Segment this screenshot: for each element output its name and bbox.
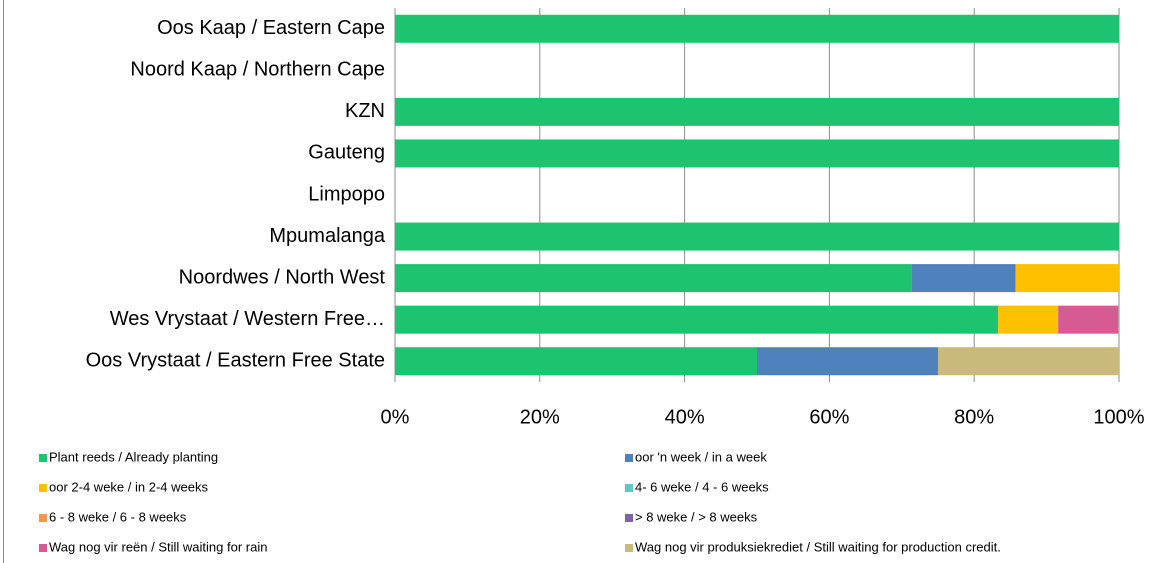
bar-segment bbox=[395, 347, 757, 376]
legend-swatch bbox=[625, 544, 633, 552]
y-tick-label: Mpumalanga bbox=[269, 225, 386, 247]
legend-label: oor 'n week / in a week bbox=[635, 449, 767, 464]
y-tick-label: Limpopo bbox=[308, 183, 385, 205]
legend-swatch bbox=[39, 514, 47, 522]
legend-label: 6 - 8 weke / 6 - 8 weeks bbox=[49, 509, 187, 524]
x-tick-label: 100% bbox=[1093, 406, 1144, 428]
y-tick-label: Noordwes / North West bbox=[179, 266, 386, 288]
legend-label: Wag nog vir produksiekrediet / Still wai… bbox=[635, 539, 1001, 554]
x-tick-label: 40% bbox=[665, 406, 705, 428]
y-tick-label: KZN bbox=[345, 100, 385, 122]
legend-swatch bbox=[39, 484, 47, 492]
bar-segment bbox=[395, 222, 1119, 251]
x-tick-label: 80% bbox=[954, 406, 994, 428]
x-tick-label: 60% bbox=[809, 406, 849, 428]
bar-segment bbox=[395, 264, 912, 293]
legend-swatch bbox=[625, 484, 633, 492]
legend-swatch bbox=[39, 454, 47, 462]
bar-segment bbox=[1015, 264, 1119, 293]
legend-swatch bbox=[625, 514, 633, 522]
bar-segment bbox=[998, 305, 1059, 334]
y-tick-label: Oos Vrystaat / Eastern Free State bbox=[86, 350, 385, 372]
y-tick-label: Oos Kaap / Eastern Cape bbox=[157, 17, 385, 39]
y-tick-label: Noord Kaap / Northern Cape bbox=[130, 59, 385, 81]
bar-segment bbox=[757, 347, 938, 376]
legend-label: 4- 6 weke / 4 - 6 weeks bbox=[635, 479, 769, 494]
bar-segment bbox=[395, 97, 1119, 126]
y-tick-label: Gauteng bbox=[308, 142, 385, 164]
bar-segment bbox=[911, 264, 1016, 293]
bar-segment bbox=[1058, 305, 1119, 334]
x-tick-label: 20% bbox=[520, 406, 560, 428]
bar-segment bbox=[395, 14, 1119, 43]
y-tick-label: Wes Vrystaat / Western Free… bbox=[110, 308, 385, 330]
bar-segment bbox=[395, 305, 999, 334]
legend-label: oor 2-4 weke / in 2-4 weeks bbox=[49, 479, 208, 494]
bar-segment bbox=[938, 347, 1119, 376]
legend-label: > 8 weke / > 8 weeks bbox=[635, 509, 758, 524]
legend-swatch bbox=[39, 544, 47, 552]
legend-label: Wag nog vir reën / Still waiting for rai… bbox=[49, 539, 267, 554]
legend-label: Plant reeds / Already planting bbox=[49, 449, 218, 464]
legend-swatch bbox=[625, 454, 633, 462]
x-tick-label: 0% bbox=[381, 406, 410, 428]
bar-segment bbox=[395, 139, 1119, 168]
